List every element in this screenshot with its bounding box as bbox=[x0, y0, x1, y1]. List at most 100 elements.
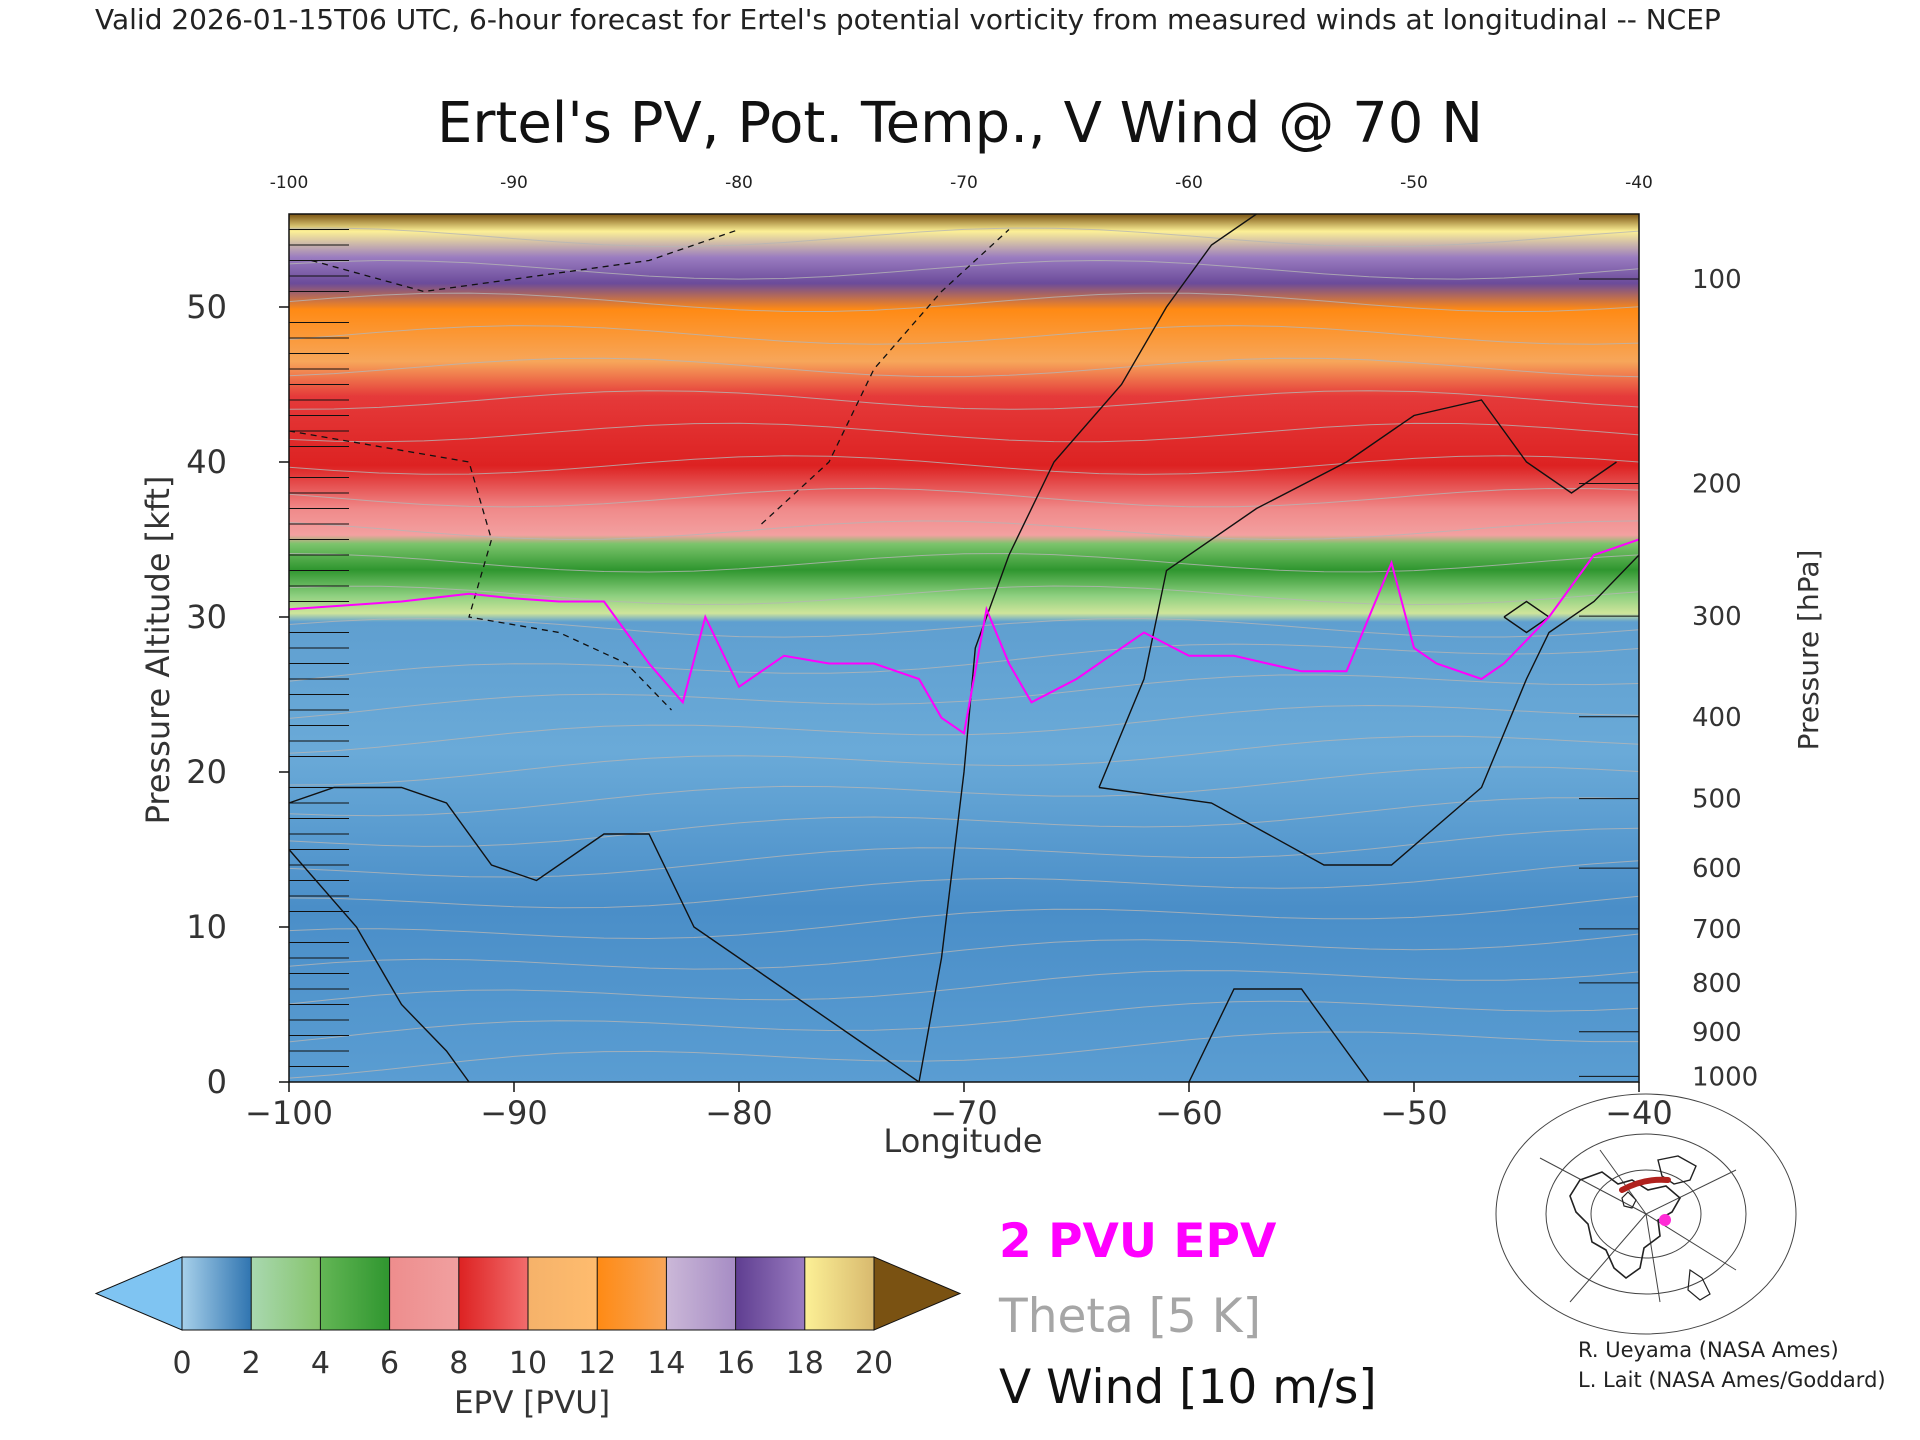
theta-isentrope bbox=[289, 618, 1639, 638]
epv-2pvu-contour bbox=[289, 538, 1639, 736]
colorbar-over-arrow bbox=[873, 1256, 962, 1331]
pressure-axis-label: Pressure [hPa] bbox=[1792, 550, 1825, 751]
pressure-tick-label: 1000 bbox=[1692, 1062, 1758, 1092]
pressure-tick-label: 300 bbox=[1692, 602, 1742, 632]
y-tick-label: 30 bbox=[186, 598, 227, 636]
colorbar-tick-label: 14 bbox=[647, 1346, 685, 1381]
theta-isentrope bbox=[289, 766, 1639, 817]
theta-isentrope bbox=[289, 933, 1639, 970]
top-x-tick-label: -70 bbox=[950, 173, 978, 193]
colorbar-bin bbox=[389, 1257, 460, 1330]
legend-theta: Theta [5 K] bbox=[998, 1289, 1261, 1344]
theta-isentrope bbox=[289, 422, 1639, 443]
epv-shaded-field bbox=[289, 214, 1639, 1082]
v-wind-negative-contour bbox=[289, 430, 672, 711]
colorbar-label: EPV [PVU] bbox=[454, 1385, 610, 1421]
colorbar-tick-label: 4 bbox=[311, 1346, 330, 1381]
y-tick-label: 0 bbox=[207, 1063, 227, 1101]
x-tick-label: −100 bbox=[245, 1094, 333, 1132]
theta-isentrope bbox=[289, 895, 1639, 940]
colorbar-tick-label: 8 bbox=[449, 1346, 468, 1381]
x-tick-label: −40 bbox=[1605, 1094, 1673, 1132]
colorbar-bin bbox=[251, 1257, 321, 1330]
theta-isentrope bbox=[289, 585, 1639, 606]
colorbar-bin bbox=[458, 1257, 529, 1330]
theta-isentrope bbox=[289, 860, 1639, 909]
top-x-tick-label: -60 bbox=[1175, 173, 1203, 193]
colorbar-tick-label: 20 bbox=[855, 1346, 893, 1381]
theta-isentrope bbox=[289, 552, 1639, 573]
colorbar-tick-label: 0 bbox=[172, 1346, 191, 1381]
v-wind-contour bbox=[289, 849, 470, 1082]
v-wind-contour bbox=[1098, 554, 1639, 866]
theta-isentrope bbox=[289, 455, 1639, 475]
colorbar-bin bbox=[528, 1257, 598, 1330]
polar-stereographic-north-america-map-icon bbox=[1495, 1093, 1797, 1335]
pressure-tick-label: 400 bbox=[1692, 703, 1742, 733]
v-wind-contour bbox=[1098, 399, 1617, 788]
colorbar-bin bbox=[182, 1257, 252, 1330]
top-x-tick-label: -100 bbox=[270, 173, 309, 193]
valid-time-caption: Valid 2026-01-15T06 UTC, 6-hour forecast… bbox=[95, 3, 1721, 36]
y-tick-label: 40 bbox=[186, 443, 227, 481]
pressure-tick-label: 100 bbox=[1692, 265, 1742, 295]
credit-line-2: L. Lait (NASA Ames/Goddard) bbox=[1578, 1368, 1886, 1392]
theta-isentrope bbox=[289, 520, 1639, 541]
y-axis-label: Pressure Altitude [kft] bbox=[139, 476, 177, 825]
top-x-tick-label: -90 bbox=[500, 173, 528, 193]
x-tick-label: −80 bbox=[705, 1094, 773, 1132]
theta-isentrope bbox=[289, 1031, 1639, 1079]
theta-isentrope bbox=[289, 292, 1639, 313]
theta-isentrope bbox=[289, 390, 1639, 410]
v-wind-negative-contour bbox=[311, 228, 740, 293]
top-x-axis: -100 -90 -80 -70 -60 -50 -40 bbox=[270, 173, 1653, 193]
plot-area bbox=[289, 214, 1639, 1082]
colorbar-tick-label: 16 bbox=[717, 1346, 755, 1381]
x-axis-label: Longitude bbox=[883, 1122, 1042, 1160]
pressure-tick-label: 800 bbox=[1692, 969, 1742, 999]
colorbar-tick-label: 10 bbox=[509, 1346, 547, 1381]
v-wind-contours bbox=[289, 214, 1639, 1082]
colorbar-bin bbox=[597, 1257, 667, 1330]
theta-isentrope bbox=[289, 643, 1639, 682]
theta-isentrope bbox=[289, 970, 1639, 1005]
theta-isentrope bbox=[289, 1000, 1639, 1043]
theta-isentrope bbox=[289, 674, 1639, 719]
pressure-tick-label: 200 bbox=[1692, 469, 1742, 499]
y-axis-altitude: 0 10 20 30 40 50 bbox=[186, 229, 349, 1101]
pressure-tick-label: 700 bbox=[1692, 915, 1742, 945]
colorbar: 0 2 4 6 8 10 12 14 16 18 20 bbox=[94, 1256, 962, 1381]
theta-isentrope bbox=[289, 827, 1639, 878]
legend-epv-2pvu: 2 PVU EPV bbox=[999, 1214, 1277, 1269]
colorbar-under-arrow bbox=[94, 1256, 183, 1331]
y-tick-label: 10 bbox=[186, 908, 227, 946]
colorbar-tick-label: 12 bbox=[578, 1346, 616, 1381]
colorbar-tick-label: 2 bbox=[242, 1346, 261, 1381]
top-x-tick-label: -40 bbox=[1625, 173, 1653, 193]
v-wind-contour bbox=[918, 214, 1257, 1082]
theta-isentrope bbox=[289, 259, 1639, 280]
y-tick-label: 20 bbox=[186, 753, 227, 791]
theta-isentrope bbox=[289, 487, 1639, 508]
x-axis: −100 −90 −80 −70 −60 −50 −40 bbox=[245, 1082, 1673, 1132]
colorbar-tick-label: 18 bbox=[786, 1346, 824, 1381]
y-axis-pressure: 100 200 300 400 500 600 700 800 900 1000 bbox=[1579, 265, 1758, 1092]
top-x-tick-label: -50 bbox=[1400, 173, 1428, 193]
colorbar-bin bbox=[735, 1257, 806, 1330]
colorbar-bin bbox=[804, 1257, 875, 1330]
top-x-tick-label: -80 bbox=[725, 173, 753, 193]
v-wind-contour bbox=[289, 786, 920, 1082]
x-tick-label: −60 bbox=[1155, 1094, 1223, 1132]
pressure-tick-label: 500 bbox=[1692, 785, 1742, 815]
pressure-tick-label: 600 bbox=[1692, 854, 1742, 884]
y-tick-label: 50 bbox=[186, 288, 227, 326]
theta-isentrope bbox=[289, 325, 1639, 345]
x-tick-label: −50 bbox=[1380, 1094, 1448, 1132]
chart-title: Ertel's PV, Pot. Temp., V Wind @ 70 N bbox=[437, 91, 1483, 156]
theta-contours bbox=[289, 227, 1639, 1079]
legend-v-wind: V Wind [10 m/s] bbox=[999, 1360, 1377, 1415]
theta-isentrope bbox=[289, 704, 1639, 754]
theta-isentrope bbox=[289, 797, 1639, 847]
credit-line-1: R. Ueyama (NASA Ames) bbox=[1578, 1338, 1839, 1362]
